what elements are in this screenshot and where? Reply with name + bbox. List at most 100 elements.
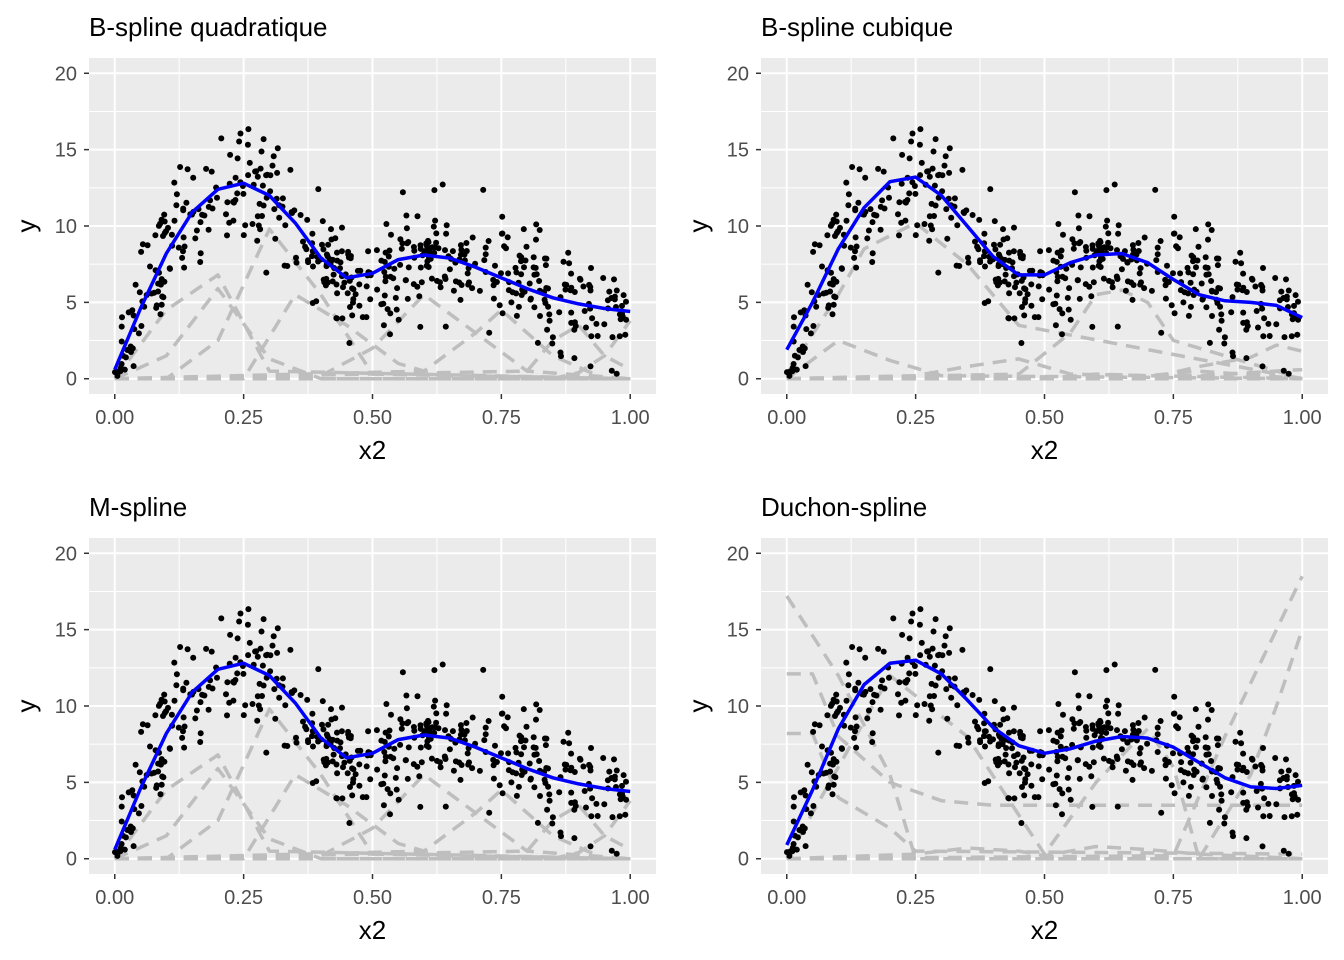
data-point	[267, 188, 274, 195]
data-point	[449, 728, 456, 735]
data-point	[1185, 269, 1192, 276]
data-point	[242, 222, 249, 229]
data-point	[1095, 742, 1102, 749]
data-point	[992, 276, 999, 283]
data-point	[921, 221, 928, 227]
data-point	[1243, 355, 1250, 362]
data-point	[482, 244, 489, 251]
data-point	[161, 218, 168, 225]
data-point	[356, 761, 363, 768]
data-point	[129, 825, 136, 832]
data-point	[588, 265, 594, 271]
data-point	[138, 803, 145, 809]
data-point	[373, 727, 380, 734]
data-point	[378, 257, 385, 264]
data-point	[833, 691, 840, 698]
data-point	[981, 230, 988, 237]
data-point	[932, 616, 939, 623]
data-point	[515, 783, 522, 790]
data-point	[404, 240, 411, 247]
data-point	[1171, 230, 1178, 237]
data-point	[384, 786, 391, 793]
data-point	[272, 715, 279, 722]
data-point	[157, 791, 164, 798]
data-point	[813, 303, 820, 310]
data-point	[912, 190, 919, 197]
data-point	[315, 258, 322, 265]
data-point	[163, 228, 169, 235]
data-point	[1209, 793, 1215, 799]
data-point	[531, 304, 538, 311]
data-point	[425, 717, 431, 724]
data-point	[254, 717, 261, 724]
data-point	[279, 675, 286, 682]
data-point	[1137, 745, 1144, 752]
data-point	[1103, 187, 1110, 194]
data-point	[1006, 770, 1013, 777]
data-point	[516, 732, 523, 739]
data-point	[1052, 802, 1059, 809]
y-tick-label: 15	[727, 620, 749, 642]
data-point	[1138, 279, 1144, 286]
data-point	[125, 789, 132, 796]
data-point	[1295, 778, 1301, 785]
data-point	[542, 262, 549, 269]
data-point	[943, 686, 950, 693]
data-point	[1184, 744, 1191, 751]
data-point	[139, 241, 146, 248]
data-point	[860, 691, 867, 698]
data-point	[499, 213, 506, 220]
data-point	[384, 306, 391, 313]
data-point	[594, 813, 601, 819]
data-point	[1086, 693, 1093, 700]
data-point	[1075, 225, 1082, 232]
data-point	[443, 230, 450, 237]
data-point	[443, 702, 450, 709]
data-point	[433, 710, 440, 717]
data-point	[1168, 302, 1175, 309]
data-point	[522, 737, 529, 744]
data-point	[118, 323, 125, 330]
data-point	[1067, 316, 1074, 323]
data-point	[435, 725, 442, 732]
data-point	[381, 772, 388, 779]
data-point	[417, 803, 424, 810]
data-point	[1077, 264, 1084, 271]
data-point	[1204, 744, 1211, 751]
data-point	[387, 811, 393, 818]
data-point	[263, 749, 270, 756]
data-point	[1234, 766, 1241, 773]
data-point	[1205, 221, 1212, 228]
data-point	[272, 235, 279, 242]
data-point	[205, 706, 212, 713]
data-point	[918, 639, 925, 646]
data-point	[193, 227, 200, 234]
data-point	[909, 130, 916, 137]
data-point	[1022, 299, 1028, 306]
data-point	[338, 248, 345, 255]
data-point	[1240, 799, 1247, 806]
data-point	[587, 363, 594, 370]
data-point	[249, 701, 256, 707]
data-point	[1052, 322, 1059, 329]
y-tick-label: 0	[738, 849, 749, 871]
data-point	[442, 275, 449, 282]
data-point	[498, 270, 504, 277]
data-point	[601, 321, 608, 328]
data-point	[121, 846, 128, 853]
data-point	[1054, 249, 1061, 256]
data-point	[520, 706, 527, 713]
data-point	[976, 216, 983, 223]
data-point	[965, 739, 972, 746]
data-point	[864, 715, 871, 722]
data-point	[619, 302, 625, 309]
data-point	[1028, 782, 1035, 789]
data-point	[179, 254, 186, 261]
data-point	[982, 743, 988, 750]
data-point	[1218, 317, 1225, 324]
data-point	[1188, 252, 1195, 259]
data-point	[855, 199, 862, 206]
basis-function-line	[113, 273, 631, 381]
data-point	[606, 288, 613, 295]
data-point	[1248, 755, 1255, 762]
